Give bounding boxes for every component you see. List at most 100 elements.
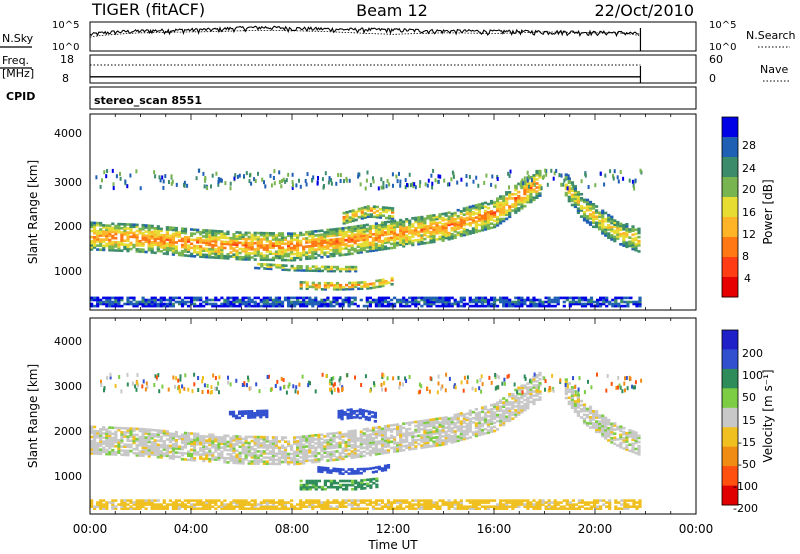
heatmap-cell <box>180 453 185 457</box>
heatmap-cell <box>199 434 203 438</box>
heatmap-cell <box>592 424 596 427</box>
heatmap-cell <box>423 302 427 306</box>
heatmap-cell <box>365 300 369 304</box>
heatmap-cell <box>211 443 215 447</box>
heatmap-cell <box>480 432 485 436</box>
heatmap-cell <box>402 236 406 240</box>
heatmap-cell <box>105 226 109 229</box>
heatmap-cell <box>180 227 185 230</box>
heatmap-cell <box>371 239 375 242</box>
heatmap-cell <box>99 300 103 304</box>
heatmap-cell <box>253 296 257 300</box>
heatmap-cell <box>235 249 239 253</box>
heatmap-cell <box>117 247 121 250</box>
heatmap-cell <box>508 302 512 306</box>
heatmap-cell <box>417 302 421 306</box>
heatmap-cell <box>156 229 160 232</box>
heatmap-cell <box>159 435 163 439</box>
heatmap-cell <box>171 228 175 232</box>
heatmap-cell <box>268 304 272 308</box>
heatmap-cell <box>314 252 318 256</box>
heatmap-cell <box>595 223 599 227</box>
heatmap-cell <box>168 226 172 229</box>
heatmap-cell <box>514 415 518 418</box>
heatmap-cell <box>123 233 127 236</box>
heatmap-cell <box>338 251 342 255</box>
heatmap-cell <box>290 250 294 254</box>
heatmap-cell <box>490 210 494 213</box>
heatmap-cell <box>631 225 635 228</box>
heatmap-cell <box>135 452 139 455</box>
power-colorbar-frame <box>721 116 739 298</box>
heatmap-cell <box>332 434 336 437</box>
heatmap-cell <box>329 458 333 462</box>
heatmap-cell <box>317 300 321 304</box>
heatmap-cell <box>208 237 212 241</box>
heatmap-cell <box>453 413 457 417</box>
heatmap-cell <box>386 300 391 304</box>
heatmap-cell <box>625 233 629 236</box>
heatmap-cell <box>350 244 354 247</box>
heatmap-cell <box>217 256 221 260</box>
power-field <box>90 168 643 308</box>
heatmap-cell <box>601 230 605 233</box>
power-y-axis: 4000 3000 2000 1000 <box>54 127 82 278</box>
heatmap-cell <box>414 231 418 234</box>
heatmap-cell <box>147 434 151 438</box>
heatmap-cell <box>567 390 571 393</box>
heatmap-cell <box>638 298 642 302</box>
heatmap-cell <box>156 451 160 455</box>
heatmap-cell <box>247 447 251 451</box>
heatmap-cell <box>386 224 391 228</box>
heatmap-cell <box>102 238 106 241</box>
heatmap-cell <box>263 263 267 266</box>
heatmap-cell <box>308 247 312 250</box>
heatmap-cell <box>96 298 100 302</box>
heatmap-cell <box>165 452 169 456</box>
heatmap-cell <box>477 300 481 304</box>
heatmap-cell <box>598 420 602 423</box>
heatmap-cell <box>441 422 445 426</box>
heatmap-cell <box>338 443 342 447</box>
heatmap-cell <box>141 432 145 435</box>
heatmap-cell <box>156 231 160 234</box>
heatmap-cell <box>360 213 364 216</box>
heatmap-cell <box>159 443 163 447</box>
heatmap-cell <box>296 254 300 257</box>
heatmap-cell <box>111 302 115 306</box>
heatmap-cell <box>235 437 239 440</box>
heatmap-cell <box>135 302 139 306</box>
heatmap-cell <box>375 209 379 213</box>
heatmap-cell <box>277 254 282 258</box>
heatmap-cell <box>220 246 224 250</box>
heatmap-cell <box>629 300 633 304</box>
heatmap-cell <box>96 436 100 439</box>
heatmap-cell <box>499 195 503 198</box>
heatmap-cell <box>299 241 303 245</box>
heatmap-cell <box>132 439 136 443</box>
heatmap-cell <box>592 211 596 214</box>
heatmap-cell <box>377 186 380 191</box>
heatmap-cell <box>496 219 500 223</box>
heatmap-cell <box>262 435 266 439</box>
heatmap-cell <box>223 298 227 302</box>
heatmap-cell <box>377 467 381 471</box>
heatmap-cell <box>432 236 436 240</box>
heatmap-cell <box>232 437 236 440</box>
heatmap-cell <box>196 434 200 438</box>
heatmap-cell <box>396 221 400 224</box>
heatmap-cell <box>622 232 626 235</box>
heatmap-cell <box>535 169 539 173</box>
heatmap-cell <box>426 443 430 446</box>
heatmap-cell <box>299 445 303 449</box>
heatmap-cell <box>235 243 239 246</box>
heatmap-cell <box>427 178 430 183</box>
heatmap-cell <box>196 304 200 308</box>
heatmap-cell <box>354 281 358 285</box>
heatmap-cell <box>426 217 430 220</box>
heatmap-cell <box>280 240 285 243</box>
heatmap-cell <box>108 226 112 229</box>
heatmap-cell <box>444 420 448 423</box>
heatmap-cell <box>486 211 491 214</box>
heatmap-cell <box>592 225 596 229</box>
